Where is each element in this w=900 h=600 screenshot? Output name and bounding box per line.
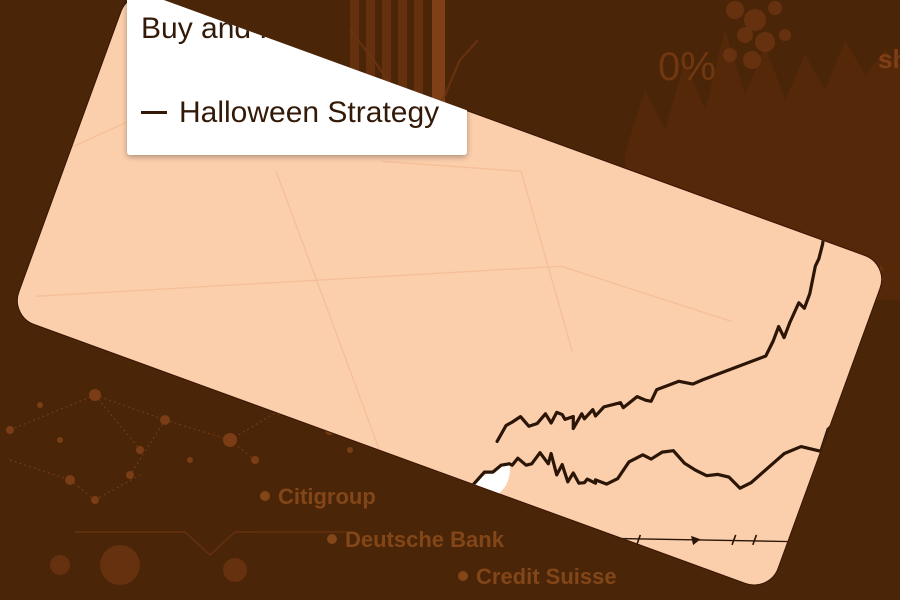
svg-text:0%: 0% — [658, 45, 716, 89]
svg-text:Deutsche Bank: Deutsche Bank — [345, 527, 505, 552]
svg-text:Citigroup: Citigroup — [278, 484, 376, 509]
svg-text:Credit Suisse: Credit Suisse — [476, 564, 617, 589]
svg-text:shares: shares — [878, 44, 900, 74]
